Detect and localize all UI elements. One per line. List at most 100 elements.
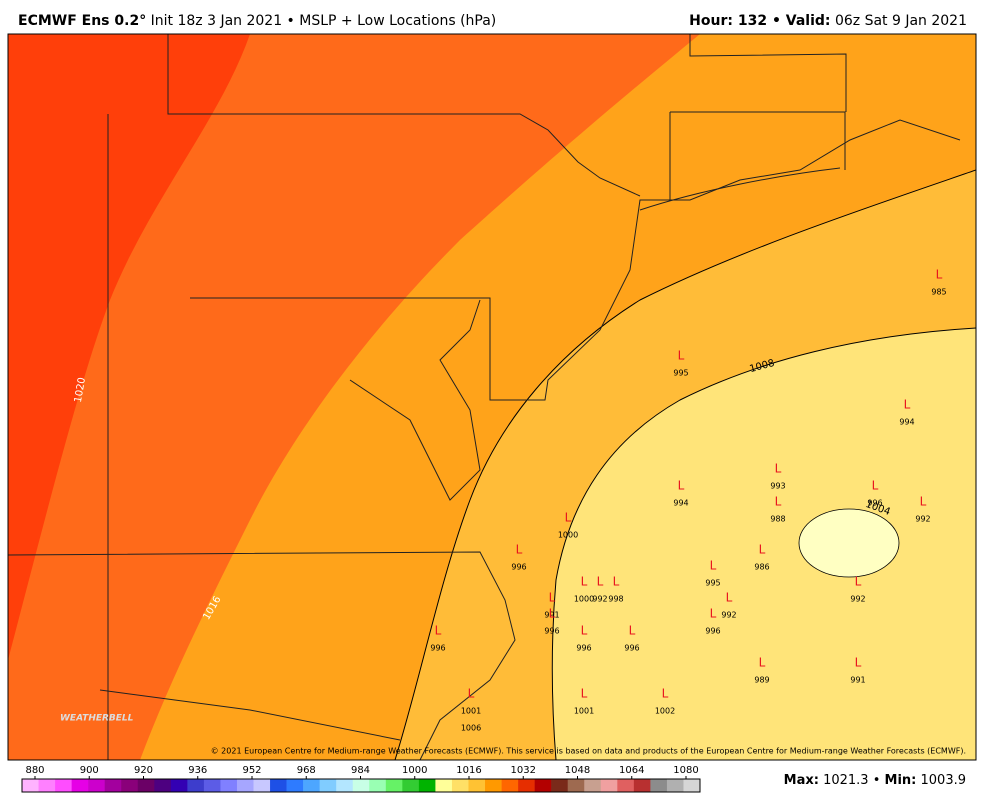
colorbar: 880 900 920 936 952 968 984 1000 1016 1032 1048 106… xyxy=(21,765,701,793)
low-pressure: 993 xyxy=(770,482,785,491)
colorbar-cell xyxy=(584,779,602,792)
low-pressure: 991 xyxy=(544,611,559,620)
low-pressure: 988 xyxy=(770,515,785,524)
colorbar-cell xyxy=(617,779,635,792)
colorbar-cell xyxy=(88,779,105,792)
low-pressure: 1001 xyxy=(574,707,594,716)
low-pressure: 992 xyxy=(592,595,607,604)
low-marker: L xyxy=(678,479,685,493)
max-value: 1021.3 • xyxy=(819,773,885,788)
low-pressure: 996 xyxy=(867,499,882,508)
colorbar-tick-label: 1048 xyxy=(565,765,590,776)
colorbar-cell xyxy=(137,779,155,792)
low-pressure: 996 xyxy=(576,644,591,653)
low-marker: L xyxy=(904,398,911,412)
low-pressure: 992 xyxy=(915,515,930,524)
contour-label: 1020 xyxy=(73,377,88,404)
colorbar-cell xyxy=(600,779,618,792)
colorbar-cell xyxy=(104,779,122,792)
colorbar-cell xyxy=(121,779,139,792)
low-marker: L xyxy=(435,624,442,638)
band-1020 xyxy=(8,34,250,660)
colorbar-cell xyxy=(369,779,387,792)
colorbar-tick-label: 952 xyxy=(242,765,261,776)
colorbar-cell xyxy=(55,779,72,792)
low-marker: L xyxy=(678,349,685,363)
colorbar-cell xyxy=(551,779,569,792)
colorbar-tick-label: 1080 xyxy=(673,765,698,776)
colorbar-tick-label: 1016 xyxy=(456,765,481,776)
colorbar-tick-label: 880 xyxy=(25,765,44,776)
inner-contour xyxy=(798,508,900,578)
colorbar-cell xyxy=(501,779,519,792)
band-1016 xyxy=(8,34,700,760)
low-marker: L xyxy=(855,656,862,670)
low-marker: L xyxy=(581,624,588,638)
low-pressure: 986 xyxy=(754,563,769,572)
low-pressure: 1000 xyxy=(574,595,594,604)
colorbar-cell xyxy=(633,779,651,792)
hour-label: Hour: xyxy=(689,13,733,29)
low-pressure: 995 xyxy=(673,369,688,378)
low-pressure: 1002 xyxy=(655,707,675,716)
low-marker: L xyxy=(565,511,572,525)
low-marker: L xyxy=(872,479,879,493)
colorbar-tick-label: 1000 xyxy=(402,765,427,776)
low-marker: L xyxy=(759,543,766,557)
colorbar-cell xyxy=(236,779,254,792)
colorbar-cell xyxy=(451,779,469,792)
colorbar-cell xyxy=(650,779,668,792)
low-marker: L xyxy=(775,462,782,476)
low-marker: L xyxy=(581,575,588,589)
colorbar-cell xyxy=(567,779,585,792)
colorbar-cell xyxy=(303,779,320,792)
colorbar-tick-label: 936 xyxy=(188,765,207,776)
low-pressure: 998 xyxy=(608,595,623,604)
low-marker: L xyxy=(920,495,927,509)
low-pressure: 992 xyxy=(850,595,865,604)
header-right: Hour: 132 • Valid: 06z Sat 9 Jan 2021 xyxy=(689,13,967,29)
low-pressure: 994 xyxy=(673,499,688,508)
colorbar-tick-label: 968 xyxy=(297,765,316,776)
colorbar-cell xyxy=(418,779,436,792)
low-marker: L xyxy=(759,656,766,670)
low-pressure: 992 xyxy=(721,611,736,620)
colorbar-cell xyxy=(203,779,221,792)
low-marker: L xyxy=(549,607,556,621)
low-pressure: 1001 xyxy=(461,707,481,716)
colorbar-cell xyxy=(270,779,287,792)
colorbar-cell xyxy=(154,779,172,792)
band-1004 xyxy=(552,328,976,760)
colorbar-cell xyxy=(468,779,486,792)
model-name: ECMWF Ens 0.2° xyxy=(18,13,146,29)
colorbar-cell xyxy=(485,779,502,792)
footer: Max: 1021.3 • Min: 1003.9 xyxy=(784,773,966,788)
colorbar-cell xyxy=(170,779,188,792)
low-marker: L xyxy=(597,575,604,589)
valid-label: Valid: xyxy=(786,13,831,29)
colorbar-cell xyxy=(666,779,684,792)
contours xyxy=(394,169,976,760)
low-pressure: 1000 xyxy=(558,531,578,540)
low-pressure: 996 xyxy=(705,627,720,636)
colorbar-cell xyxy=(683,779,701,792)
low-marker: L xyxy=(726,591,733,605)
colorbar-cell xyxy=(385,779,403,792)
low-marker: L xyxy=(581,687,588,701)
colorbar-cell xyxy=(71,779,89,792)
low-pressure: 996 xyxy=(624,644,639,653)
low-pressure: 996 xyxy=(430,644,445,653)
colorbar-cell xyxy=(22,779,39,792)
colorbar-cell xyxy=(319,779,337,792)
copyright: © 2021 European Centre for Medium-range … xyxy=(211,747,966,756)
low-marker: L xyxy=(549,591,556,605)
hour-value: 132 • xyxy=(733,13,786,29)
min-value: 1003.9 xyxy=(916,773,966,788)
map: 1020 1016 1008 1004 L985L995L994L993L988… xyxy=(8,34,976,760)
colorbar-cell xyxy=(402,779,420,792)
low-pressure: 996 xyxy=(544,627,559,636)
low-marker: L xyxy=(662,687,669,701)
